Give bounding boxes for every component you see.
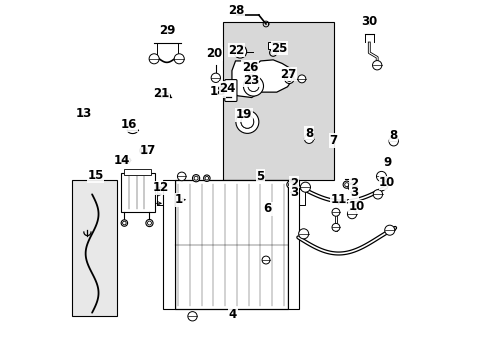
Circle shape (346, 210, 356, 219)
Circle shape (293, 185, 296, 189)
Circle shape (331, 208, 339, 216)
Circle shape (300, 182, 310, 192)
Circle shape (246, 66, 255, 75)
Circle shape (304, 134, 313, 143)
Circle shape (177, 172, 185, 181)
Text: 6: 6 (263, 202, 271, 215)
Circle shape (388, 136, 398, 146)
Bar (163, 180, 174, 309)
Text: 7: 7 (329, 134, 337, 147)
Circle shape (122, 221, 126, 225)
Circle shape (121, 220, 127, 226)
Bar (174, 180, 287, 309)
Circle shape (203, 175, 210, 181)
Text: 13: 13 (76, 107, 92, 120)
Text: 26: 26 (241, 60, 258, 73)
Circle shape (140, 147, 147, 154)
Circle shape (331, 224, 339, 231)
FancyBboxPatch shape (224, 80, 237, 102)
Text: 15: 15 (87, 169, 103, 182)
Circle shape (262, 256, 269, 264)
Circle shape (236, 48, 243, 55)
Text: 2: 2 (349, 177, 357, 190)
Text: 11: 11 (330, 193, 346, 206)
Text: 2: 2 (289, 177, 298, 190)
Circle shape (349, 185, 352, 189)
Circle shape (247, 81, 259, 91)
Bar (267, 42, 281, 49)
Text: 30: 30 (361, 15, 377, 28)
Circle shape (233, 45, 246, 58)
Circle shape (376, 171, 386, 181)
Circle shape (174, 54, 184, 64)
Bar (124, 169, 151, 175)
Text: 21: 21 (153, 87, 169, 100)
Text: 27: 27 (280, 68, 296, 81)
Circle shape (269, 49, 276, 56)
Circle shape (247, 81, 258, 91)
Circle shape (343, 181, 349, 188)
Circle shape (288, 183, 292, 186)
Circle shape (344, 183, 348, 186)
Circle shape (147, 221, 151, 225)
Bar (223, 22, 333, 180)
Text: 24: 24 (219, 82, 235, 95)
Circle shape (291, 184, 298, 190)
Circle shape (298, 229, 308, 239)
Text: 1: 1 (175, 193, 183, 206)
Circle shape (187, 312, 197, 321)
Polygon shape (231, 60, 292, 98)
Text: 8: 8 (388, 129, 397, 142)
Bar (121, 173, 155, 212)
Text: 25: 25 (271, 41, 287, 54)
Text: 17: 17 (139, 144, 156, 157)
Circle shape (372, 60, 381, 70)
Text: 29: 29 (159, 24, 175, 37)
Circle shape (243, 76, 263, 96)
Text: 4: 4 (228, 308, 237, 321)
Text: 20: 20 (205, 47, 222, 60)
Circle shape (194, 176, 198, 180)
Text: 28: 28 (228, 4, 244, 17)
Text: 16: 16 (121, 118, 137, 131)
Bar (287, 180, 298, 309)
Circle shape (145, 220, 153, 226)
Circle shape (241, 116, 253, 129)
Text: 18: 18 (209, 85, 225, 98)
Text: 22: 22 (228, 44, 244, 57)
Circle shape (384, 225, 394, 235)
Bar (72, 180, 117, 316)
Circle shape (248, 68, 253, 73)
Text: 23: 23 (243, 74, 259, 87)
Circle shape (235, 111, 258, 134)
Circle shape (286, 181, 293, 188)
Text: 12: 12 (153, 181, 169, 194)
Text: 3: 3 (289, 186, 298, 199)
Circle shape (284, 74, 293, 84)
Text: 19: 19 (235, 108, 251, 121)
Circle shape (192, 175, 199, 182)
Text: 10: 10 (347, 201, 364, 213)
Text: 8: 8 (305, 127, 312, 140)
Circle shape (372, 190, 382, 199)
Circle shape (286, 76, 291, 81)
Circle shape (241, 116, 253, 128)
Circle shape (297, 75, 305, 83)
Text: 5: 5 (256, 170, 264, 183)
Circle shape (347, 184, 354, 190)
Text: 3: 3 (349, 186, 357, 199)
Text: 9: 9 (383, 156, 391, 168)
Circle shape (141, 149, 145, 153)
Text: 14: 14 (113, 154, 130, 167)
Circle shape (211, 73, 220, 82)
Text: 10: 10 (378, 176, 394, 189)
Circle shape (271, 51, 275, 55)
Circle shape (204, 176, 208, 180)
Circle shape (149, 54, 159, 64)
